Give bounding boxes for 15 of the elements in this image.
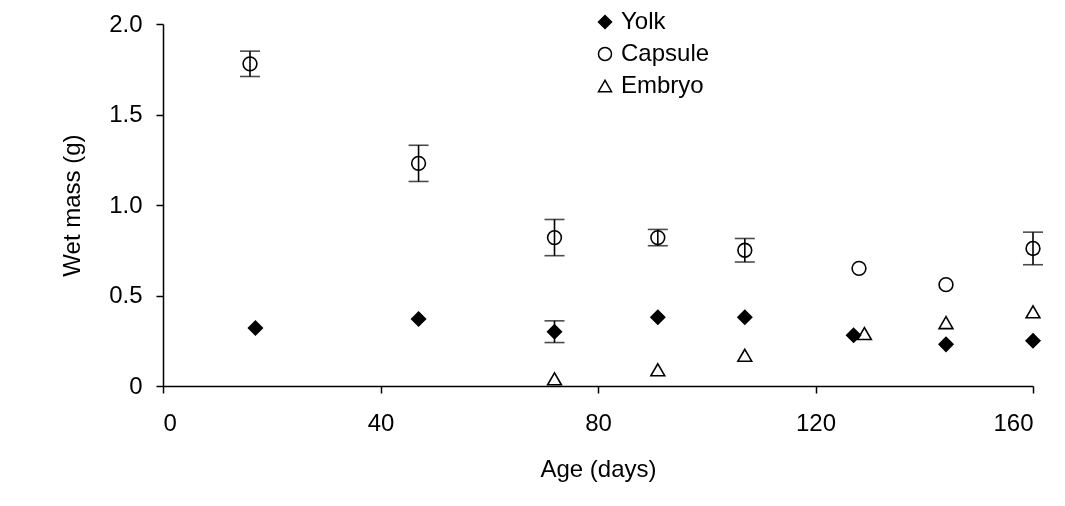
y-tick-label: 0 (129, 371, 143, 399)
y-tick-label: 1.0 (109, 190, 143, 218)
y-tick-label: 2.0 (109, 9, 143, 37)
y-tick-label: 0.5 (109, 281, 143, 308)
x-tick-label: 80 (585, 408, 612, 436)
y-tick-label: 1.5 (109, 100, 143, 127)
y-axis-title: Wet mass (g) (58, 134, 86, 277)
x-axis-title: Age (days) (540, 454, 657, 482)
x-tick-label: 40 (367, 408, 395, 436)
legend-label: Capsule (621, 39, 710, 66)
x-tick-label: 0 (163, 408, 177, 436)
legend-label: Yolk (621, 7, 667, 34)
x-tick-label: 120 (795, 408, 837, 436)
legend-label: Embryo (621, 71, 704, 98)
x-tick-label: 160 (993, 408, 1034, 436)
